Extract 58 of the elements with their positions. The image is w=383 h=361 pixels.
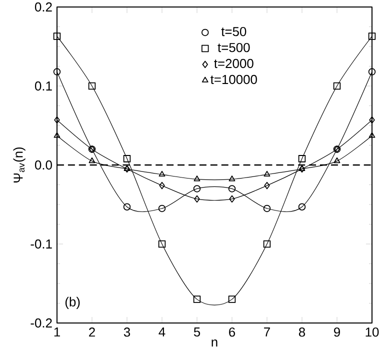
point	[368, 32, 376, 40]
x-axis-title: n	[212, 340, 218, 346]
point	[263, 240, 271, 248]
legend-label: t=500	[218, 42, 250, 52]
x-tick-label: 10	[366, 328, 379, 337]
y-tick-label: -0.1	[30, 239, 52, 249]
point	[193, 296, 201, 303]
point	[88, 82, 96, 90]
point	[158, 240, 166, 248]
annotation: (b)	[65, 296, 80, 310]
point	[368, 68, 376, 76]
legend-label: t=2000	[214, 58, 254, 68]
point	[123, 155, 131, 162]
point	[298, 155, 306, 162]
x-tick-label: 5	[194, 328, 200, 337]
point	[263, 204, 271, 212]
point	[158, 204, 166, 212]
point	[229, 195, 235, 203]
point	[228, 296, 236, 303]
x-tick-label: 8	[298, 328, 306, 337]
x-tick-label: 3	[124, 328, 130, 337]
x-tick-label: 1	[54, 328, 60, 336]
x-tick-label: 9	[334, 328, 340, 337]
y-axis-title: Ψ$_{av}$(n)	[13, 147, 26, 182]
x-tick-label: 7	[264, 328, 270, 336]
point	[264, 170, 270, 177]
point	[53, 68, 61, 76]
point	[194, 176, 200, 182]
point	[123, 203, 131, 211]
point	[53, 32, 61, 40]
point	[124, 165, 130, 173]
point	[299, 165, 305, 173]
point	[88, 157, 96, 164]
point	[369, 116, 375, 124]
point	[264, 182, 270, 190]
point	[298, 165, 306, 171]
point	[54, 132, 60, 138]
point	[194, 195, 200, 203]
point	[368, 132, 376, 138]
point	[54, 116, 60, 124]
y-tick-label: 0.0	[34, 160, 52, 170]
point	[333, 82, 341, 90]
y-tick-label: -0.2	[30, 318, 52, 328]
point	[298, 203, 306, 211]
point	[159, 182, 165, 190]
legend-label: t=50	[221, 26, 246, 36]
point	[158, 170, 166, 177]
point	[228, 176, 236, 182]
y-tick-label: 0.1	[34, 81, 52, 91]
y-tick-label: 0.2	[34, 2, 52, 12]
legend-label: t=10000	[210, 74, 257, 84]
x-tick-label: 6	[229, 328, 236, 337]
point	[334, 157, 340, 164]
x-tick-label: 2	[89, 328, 95, 337]
point	[193, 185, 201, 192]
x-tick-label: 4	[158, 328, 166, 336]
point	[228, 185, 236, 192]
point	[124, 165, 130, 171]
